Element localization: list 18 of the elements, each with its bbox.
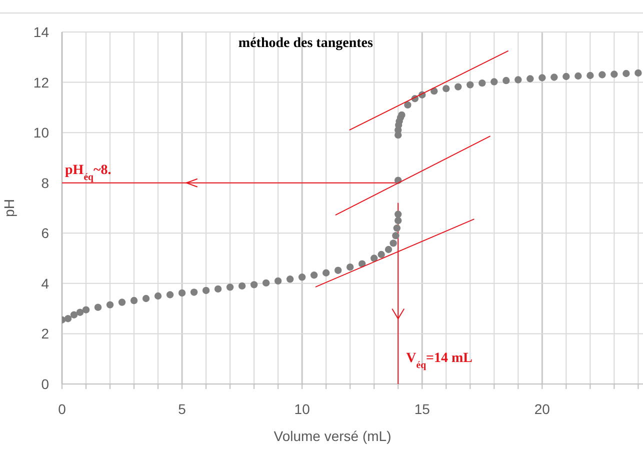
y-tick-label: 0 (41, 376, 50, 392)
y-tick-label: 6 (41, 225, 50, 242)
chart-title: méthode des tangentes (238, 36, 374, 52)
y-tick-label: 14 (33, 24, 50, 40)
x-tick-label: 15 (414, 401, 430, 417)
x-tick-label: 5 (178, 401, 186, 417)
ref-line-label: pH$_{éq}$~8. (65, 162, 112, 182)
x-axis-title: Volume versé (mL) (274, 428, 392, 444)
x-tick-label: 20 (534, 401, 550, 417)
y-tick-label: 12 (33, 74, 50, 90)
y-tick-label: 2 (41, 326, 50, 342)
ref-line-label: V$_{éq}$=14 mL (406, 351, 473, 370)
y-tick-label: 10 (33, 124, 50, 141)
y-tick-label: 8 (41, 174, 50, 191)
y-axis-title: pH (1, 199, 17, 217)
y-tick-label: 4 (41, 275, 50, 292)
x-tick-label: 10 (294, 401, 310, 417)
x-tick-label: 0 (58, 401, 66, 417)
